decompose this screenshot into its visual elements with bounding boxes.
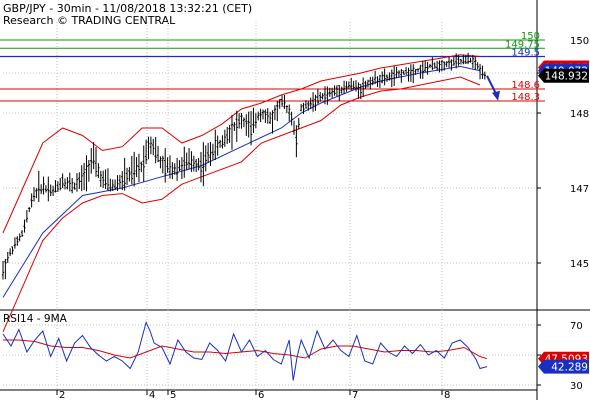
chart-source: Research © TRADING CENTRAL <box>3 14 176 27</box>
key-level-label: 150 <box>521 31 540 42</box>
rsi-ma-line <box>3 339 488 360</box>
key-level-label: 149.5 <box>511 48 540 59</box>
x-tick-label: 5 <box>170 390 176 400</box>
price-tick-label: 150 <box>570 36 589 47</box>
forecast-arrow-icon <box>486 75 497 95</box>
rsi-title: RSI14 - 9MA <box>3 313 68 325</box>
key-level-label: 148.3 <box>511 92 540 103</box>
price-tick-label: 145 <box>570 259 589 270</box>
price-tick-label: 148 <box>570 109 589 120</box>
x-tick-label: 8 <box>444 390 450 400</box>
price-badge-label: 148.932 <box>545 71 588 83</box>
price-badge <box>538 68 589 83</box>
forecast-arrowhead-icon <box>492 90 500 101</box>
price-tick-label: 147 <box>570 184 589 195</box>
key-level-label: 148.6 <box>511 80 540 91</box>
rsi-badge <box>538 359 589 374</box>
x-tick-label: 4 <box>149 390 155 400</box>
chart-title: GBP/JPY - 30min - 11/08/2018 13:32:21 (C… <box>3 2 253 15</box>
rsi-badge-label: 42.289 <box>551 362 588 374</box>
x-tick-label: 2 <box>59 390 65 400</box>
rsi-tick-label: 70 <box>570 321 583 332</box>
upper-bollinger-band <box>2 54 481 234</box>
x-tick-label: 7 <box>352 390 358 400</box>
rsi-tick-label: 30 <box>570 381 583 392</box>
rsi-line <box>2 320 488 381</box>
lower-bollinger-band <box>2 76 481 332</box>
key-level-label: 149.75 <box>505 39 540 50</box>
x-tick-label: 6 <box>258 390 264 400</box>
